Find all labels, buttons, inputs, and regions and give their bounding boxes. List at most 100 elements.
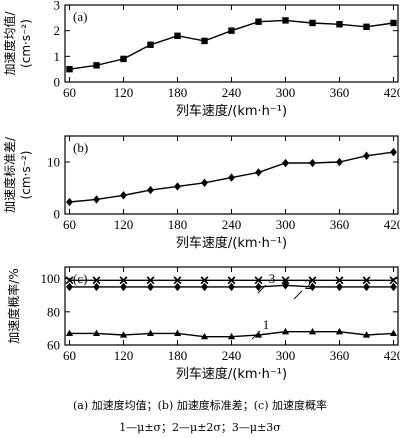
data-point-x (146, 276, 155, 285)
x-tick-label: 360 (330, 85, 350, 100)
x-tick-label: 420 (384, 217, 400, 232)
data-point-diamond (93, 282, 100, 292)
caption-line-1: (a) 加速度均值；(b) 加速度标准差；(c) 加速度概率 (73, 399, 327, 412)
data-point-diamond (120, 191, 127, 200)
data-point-diamond (174, 182, 181, 191)
x-tick-label: 180 (168, 348, 188, 363)
data-point-square (93, 62, 100, 69)
data-point-diamond (336, 157, 343, 167)
data-point-triangle (281, 327, 290, 335)
data-point-triangle (119, 331, 128, 338)
y-axis-label: 加速度标准差/ (2, 136, 17, 213)
data-point-x (362, 276, 371, 285)
data-point-square (282, 17, 289, 24)
y-tick-label: 10 (47, 155, 60, 170)
data-point-diamond (120, 282, 127, 292)
data-point-diamond (390, 147, 397, 157)
data-point-diamond (228, 282, 235, 292)
data-point-diamond (228, 173, 235, 182)
series-tag-2: 2 (305, 277, 312, 292)
y-tick-label: 60 (47, 338, 60, 353)
y-tick-label: 100 (41, 271, 61, 286)
data-point-x (308, 276, 317, 285)
series-leader-2 (293, 290, 303, 300)
data-point-x (254, 276, 263, 285)
x-tick-label: 180 (168, 217, 188, 232)
data-point-diamond (201, 282, 208, 292)
series-leader-1 (251, 330, 261, 340)
y-tick-label: 0 (54, 207, 61, 222)
y-tick-label: 2 (54, 23, 61, 38)
data-point-x (389, 276, 398, 285)
y-tick-label: 0 (54, 75, 61, 90)
data-point-diamond (363, 282, 370, 292)
data-point-triangle (362, 331, 371, 338)
data-point-triangle (308, 327, 317, 335)
series-tag-1: 1 (263, 317, 270, 332)
data-point-square (66, 65, 73, 73)
data-point-triangle (389, 329, 398, 336)
x-axis-label: 列车速度/(km·h⁻¹) (176, 235, 287, 251)
y-tick-label: 3 (54, 0, 61, 13)
panel-label: (b) (73, 140, 88, 155)
data-point-diamond (282, 158, 289, 168)
data-point-square (120, 55, 127, 63)
plot-frame-1 (64, 4, 399, 83)
y-axis-label: 加速度概率/% (6, 268, 21, 343)
data-point-x (119, 276, 128, 285)
data-point-diamond (390, 282, 397, 292)
x-tick-label: 240 (222, 348, 242, 363)
data-point-square (228, 27, 235, 34)
data-point-triangle (173, 329, 182, 336)
x-tick-label: 420 (384, 85, 400, 100)
data-point-triangle (92, 329, 101, 336)
data-point-diamond (174, 282, 181, 292)
data-point-diamond (363, 151, 370, 160)
x-axis-label: 列车速度/(km·h⁻¹) (176, 103, 287, 119)
y-axis-label: 加速度均值/ (2, 11, 17, 76)
data-point-diamond (309, 282, 316, 292)
data-point-square (363, 23, 370, 31)
data-point-square (201, 37, 208, 45)
data-point-diamond (255, 282, 262, 292)
data-point-diamond (336, 282, 343, 292)
x-tick-label: 60 (63, 217, 76, 232)
data-point-triangle (227, 332, 236, 340)
y-tick-label: 1 (54, 49, 61, 64)
x-tick-label: 120 (114, 85, 134, 100)
data-point-square (255, 18, 262, 25)
data-point-diamond (66, 282, 73, 292)
series-tag-3: 3 (269, 271, 276, 286)
x-tick-label: 360 (330, 348, 350, 363)
panel-label: (a) (73, 9, 87, 24)
data-point-square (147, 41, 154, 48)
x-tick-label: 180 (168, 85, 188, 100)
data-point-x (335, 276, 344, 285)
x-tick-label: 120 (114, 217, 134, 232)
x-tick-label: 240 (222, 217, 242, 232)
data-point-x (92, 276, 101, 285)
x-tick-label: 300 (276, 348, 296, 363)
x-tick-label: 240 (222, 85, 242, 100)
data-point-x (200, 276, 209, 285)
x-tick-label: 120 (114, 348, 134, 363)
data-point-diamond (147, 282, 154, 292)
data-point-triangle (146, 329, 155, 336)
data-point-square (174, 32, 181, 39)
caption-line-2: 1—μ±σ；2—μ±2σ；3—μ±3σ (119, 421, 281, 434)
panel-label: (c) (73, 271, 87, 286)
data-point-triangle (335, 327, 344, 335)
data-point-diamond (282, 281, 289, 290)
data-point-x (65, 276, 74, 285)
data-point-x (227, 276, 236, 285)
data-point-diamond (147, 185, 154, 195)
x-tick-label: 300 (276, 217, 296, 232)
data-point-diamond (309, 158, 316, 168)
data-point-triangle (254, 331, 263, 338)
x-axis-label: 列车速度/(km·h⁻¹) (176, 366, 287, 382)
series-leader-3 (257, 284, 267, 294)
data-point-square (336, 21, 343, 28)
y-axis-unit: (cm·s⁻²) (19, 151, 33, 200)
y-tick-label: 80 (47, 304, 60, 319)
